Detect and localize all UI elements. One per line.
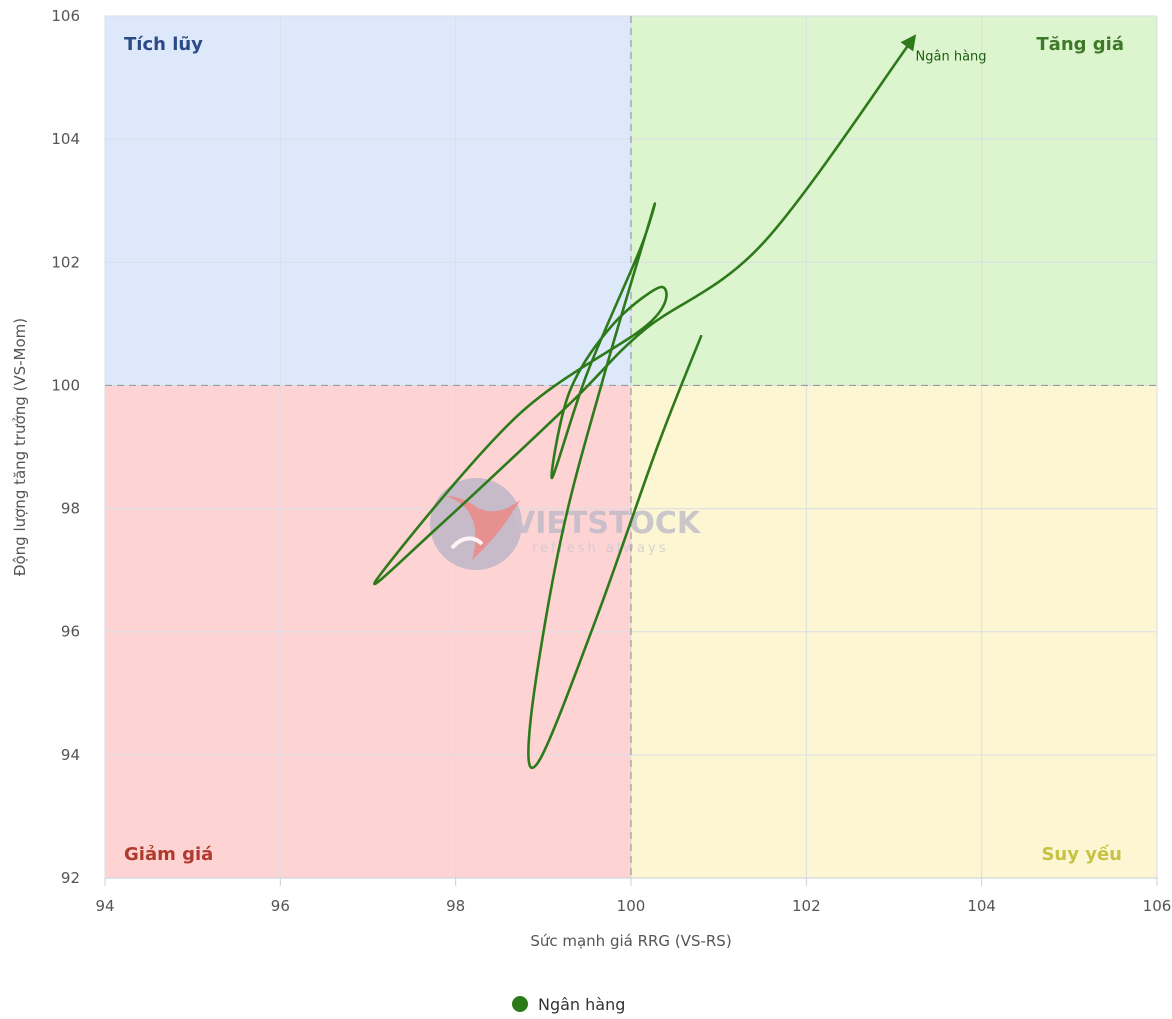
x-axis-ticks: 94 96 98 100 102 104 106 (95, 878, 1171, 915)
quadrant-label-tang-gia: Tăng giá (1036, 34, 1124, 55)
quadrant-tang-gia (631, 16, 1157, 386)
watermark-text: VIETSTOCK (512, 506, 702, 541)
legend-marker[interactable] (512, 996, 528, 1012)
y-axis-title: Động lượng tăng trưởng (VS-Mom) (11, 318, 29, 576)
x-tick-label-3: 100 (617, 897, 646, 915)
x-axis-title: Sức mạnh giá RRG (VS-RS) (530, 932, 731, 950)
x-tick-label-5: 104 (967, 897, 996, 915)
y-tick-label-4: 100 (51, 376, 80, 394)
x-tick-label-6: 106 (1143, 897, 1172, 915)
x-tick-label-4: 102 (792, 897, 821, 915)
watermark-subtext: refresh always (532, 541, 668, 556)
y-tick-label-6: 104 (51, 130, 80, 148)
legend[interactable]: Ngân hàng (512, 995, 625, 1014)
vietstock-watermark: VIETSTOCK refresh always (430, 478, 702, 570)
quadrant-labels: Tích lũy Tăng giá Giảm giá Suy yếu (124, 34, 1124, 865)
quadrant-tich-luy (105, 16, 631, 386)
y-tick-label-0: 92 (61, 869, 80, 887)
series-line[interactable] (373, 34, 917, 769)
y-axis-ticks: 92 94 96 98 100 102 104 106 (51, 7, 80, 887)
vietstock-logo-icon (430, 478, 522, 570)
legend-label[interactable]: Ngân hàng (538, 995, 625, 1014)
y-tick-label-5: 102 (51, 253, 80, 271)
quadrant-label-suy-yeu: Suy yếu (1041, 844, 1122, 865)
series-end-label: Ngân hàng (916, 50, 987, 65)
y-tick-label-2: 96 (61, 623, 80, 641)
y-tick-label-1: 94 (61, 746, 80, 764)
series-ngan-hang[interactable]: Ngân hàng (373, 34, 987, 769)
x-tick-label-1: 96 (271, 897, 290, 915)
x-tick-label-0: 94 (95, 897, 114, 915)
quadrant-label-giam-gia: Giảm giá (124, 844, 213, 865)
y-tick-label-7: 106 (51, 7, 80, 25)
y-tick-label-3: 98 (61, 500, 80, 518)
quadrant-label-tich-luy: Tích lũy (124, 34, 203, 55)
center-crosshair (105, 16, 1157, 878)
x-tick-label-2: 98 (446, 897, 465, 915)
